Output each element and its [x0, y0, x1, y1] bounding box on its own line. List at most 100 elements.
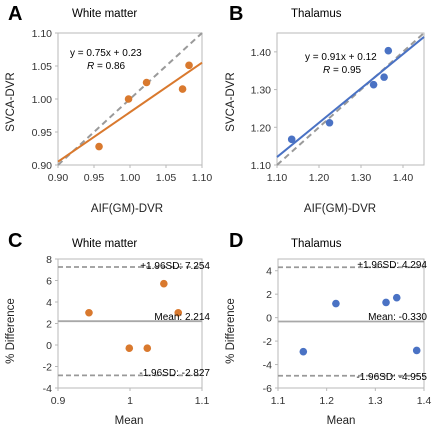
panel-letter-d: D: [229, 230, 243, 252]
panel-a-title: White matter: [72, 8, 137, 20]
panel-d-ytick-label: 2: [266, 289, 272, 301]
panel-c-xtick-label: 0.9: [51, 395, 66, 407]
panel-a-data-point: [185, 61, 193, 70]
panel-b-title: Thalamus: [291, 8, 342, 20]
panel-a-xtick-label: 1.10: [192, 172, 213, 184]
panel-b-xtick-label: 1.20: [309, 172, 330, 184]
panel-c-mean-label: Mean: 2.214: [154, 312, 210, 323]
panel-c-ytick-label: 6: [46, 276, 52, 288]
panel-b-fit-equation: y = 0.91x + 0.12: [305, 52, 377, 63]
panel-b-data-point: [369, 80, 378, 89]
panel-d-data-point: [382, 298, 390, 307]
panel-b-data-point: [380, 73, 388, 81]
panel-b-xtick-label: 1.10: [267, 172, 288, 184]
panel-c-ytick-label: -2: [43, 362, 52, 374]
panel-c-data-point: [160, 279, 168, 288]
panel-c-upper-label: +1.96SD: 7.254: [140, 261, 210, 272]
panel-c-plot: 0.9 1 1.1 -4 -2 0 2 4 6 8: [43, 254, 210, 407]
panel-c-title: White matter: [72, 238, 137, 250]
panel-b-frame: [276, 32, 425, 166]
panel-c-data-point: [143, 344, 152, 353]
panel-letter-a: A: [8, 3, 22, 25]
panel-d-xtick-label: 1.3: [368, 395, 383, 407]
panel-d-ytick-label: 4: [266, 266, 272, 278]
panel-b-data-point: [325, 118, 334, 127]
panel-c-ytick-label: 4: [46, 297, 52, 309]
panel-b-xlabel: AIF(GM)-DVR: [304, 203, 376, 215]
panel-a-data-point: [142, 78, 151, 87]
panel-letter-c: C: [8, 230, 22, 252]
panel-d-upper-label: +1.96SD: 4.294: [357, 260, 427, 271]
panel-a: A White matter 0.90 0.95 1.00 1.05 1.100.900…: [5, 3, 212, 215]
panel-b-identity-line: [276, 32, 425, 166]
panel-d-data-point: [392, 293, 401, 302]
panel-b-ytick-label: 1.20: [251, 122, 272, 134]
panel-d-ytick-label: -4: [263, 360, 272, 372]
panel-a-ytick-label: 0.90: [32, 160, 53, 172]
panel-c: C White matter 0.9 1 1.1 -4 -2 0 2 4 6 8 +1.96SD:…: [5, 230, 210, 427]
panel-c-ylabel: % Difference: [5, 298, 17, 364]
panel-b-data-point: [287, 135, 296, 144]
panel-a-xtick-label: 0.90: [48, 172, 69, 184]
panel-b-regression-line: [276, 36, 425, 158]
panel-d-ytick-label: 0: [266, 313, 272, 325]
panel-a-data-point: [124, 95, 133, 103]
panel-a-xlabel: AIF(GM)-DVR: [91, 203, 163, 215]
panel-c-ytick-label: 2: [46, 319, 52, 331]
panel-c-lower-label: -1.96SD: -2.827: [139, 368, 210, 379]
panel-a-xtick-label: 1.00: [120, 172, 141, 184]
panel-b-ytick-label: 1.30: [251, 85, 272, 97]
panel-a-plot: 0.90 0.95 1.00 1.05 1.10 0.90 0.95 1.00 1.05 1.10: [32, 28, 213, 184]
panel-a-ylabel: SVCA-DVR: [5, 72, 17, 131]
panel-d-mean-label: Mean: -0.330: [368, 312, 427, 323]
panel-b-ytick-label: 1.10: [251, 160, 272, 172]
panel-d-frame: [277, 258, 425, 389]
panel-b-plot: 1.10 1.20 1.30 1.40 1.10 1.20 1.30 1.40: [251, 32, 425, 184]
panel-a-ytick-label: 1.05: [32, 61, 53, 73]
panel-a-regression-line: [57, 61, 203, 163]
panel-a-r-label: R: [87, 61, 94, 72]
panel-a-data-point: [95, 142, 103, 151]
panel-d-xtick-label: 1.2: [319, 395, 334, 407]
panel-a-ytick-label: 1.00: [32, 94, 53, 106]
panel-b-r-value: = 0.95: [330, 65, 361, 76]
panel-c-xtick-label: 1.1: [195, 395, 210, 407]
panel-c-ytick-label: -4: [43, 383, 52, 395]
panel-a-ytick-label: 0.95: [32, 127, 53, 139]
panel-b-ylabel: SVCA-DVR: [225, 72, 237, 131]
panel-c-data-point: [125, 344, 134, 353]
panel-d: D Thalamus 1.1 1.2 1.3 1.4 -6 -4 -2 0 2 4 +1.96SD…: [225, 230, 431, 427]
panel-a-fit-equation: y = 0.75x + 0.23: [70, 48, 142, 59]
panel-d-ylabel: % Difference: [225, 298, 237, 364]
panel-d-title: Thalamus: [291, 238, 342, 250]
panel-b-data-point: [384, 46, 393, 55]
panel-c-xtick-label: 1: [127, 395, 133, 407]
panel-a-fit-r: R = 0.86: [87, 61, 126, 72]
panel-a-xtick-label: 1.05: [156, 172, 177, 184]
panel-b: B Thalamus 1.10 1.20 1.30 1.401.101.201.301…: [225, 3, 425, 215]
panel-c-data-point: [174, 308, 183, 317]
panel-c-data-point: [85, 308, 93, 317]
panel-c-ytick-label: 8: [46, 254, 52, 266]
panel-d-lower-label: -1.96SD: -4.955: [356, 372, 427, 383]
panel-d-data-point: [332, 299, 340, 308]
panel-d-ytick-label: -2: [263, 336, 272, 348]
panel-a-ytick-label: 1.10: [32, 28, 53, 40]
panel-b-xtick-label: 1.40: [393, 172, 414, 184]
panel-d-plot: 1.1 1.2 1.3 1.4 -6 -4 -2 0 2 4: [263, 258, 431, 407]
panel-c-xlabel: Mean: [115, 415, 144, 427]
panel-d-data-point: [299, 347, 308, 356]
panel-b-ytick-label: 1.40: [251, 47, 272, 59]
panel-d-data-point: [412, 346, 421, 355]
panel-b-fit-r: R = 0.95: [323, 65, 362, 76]
panel-c-ytick-label: 0: [46, 340, 52, 352]
panel-a-data-point: [178, 85, 187, 93]
panel-b-xtick-label: 1.30: [351, 172, 372, 184]
panel-a-xtick-label: 0.95: [84, 172, 105, 184]
panel-a-identity-line: [57, 32, 203, 166]
panel-d-xlabel: Mean: [327, 415, 356, 427]
panel-b-r-label: R: [323, 65, 330, 76]
panel-d-ytick-label: -6: [263, 383, 272, 395]
panel-a-r-value: = 0.86: [94, 61, 125, 72]
